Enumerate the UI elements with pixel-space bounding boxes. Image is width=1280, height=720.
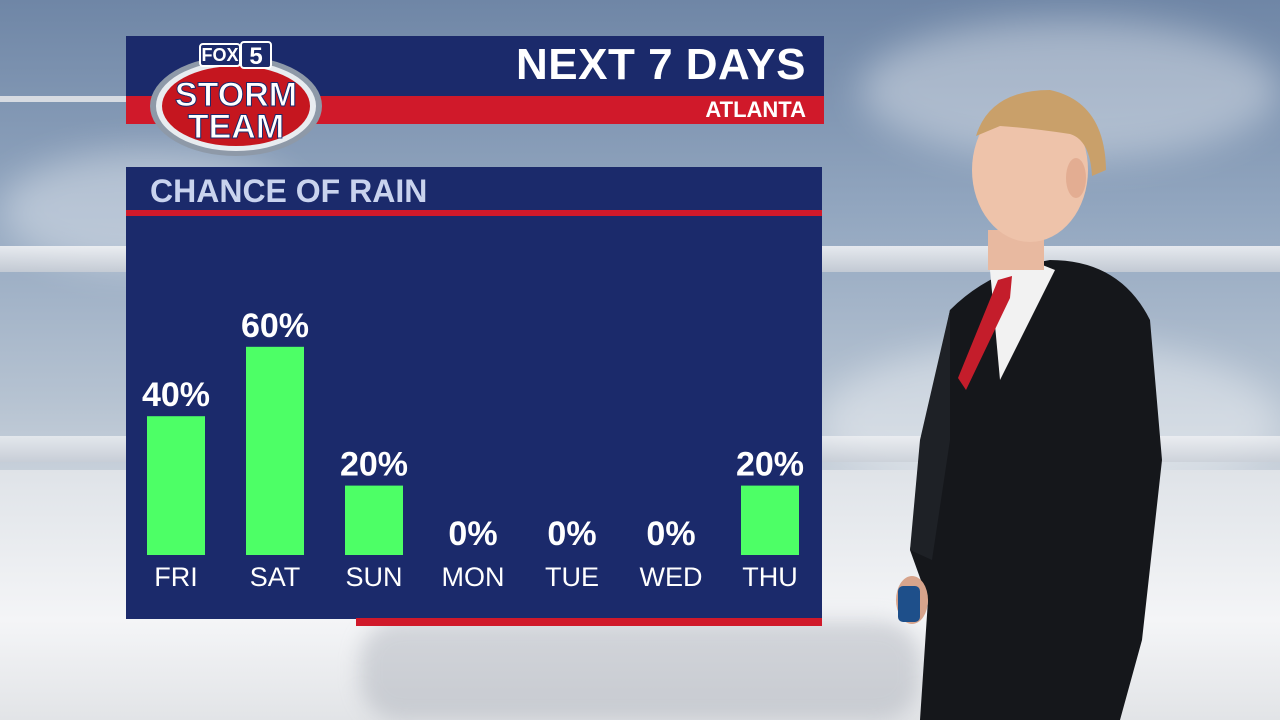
logo-line1-text: STORM <box>175 76 297 114</box>
logo-network-text: FOX <box>201 45 238 65</box>
category-label-thu: THU <box>742 562 798 592</box>
meteorologist <box>896 90 1162 720</box>
bar-thu <box>741 485 799 555</box>
location-label: ATLANTA <box>705 97 806 122</box>
page-title: NEXT 7 DAYS <box>516 40 806 89</box>
rain-chance-bar-chart: 40% FRI 60% SAT 20% SUN 0% MON 0% TUE 0% WED 20% THU <box>142 307 804 592</box>
fox5-storm-team-logo: FOX 5 STORM TEAM <box>150 41 322 156</box>
chart-panel: CHANCE OF RAIN 40% FRI 60% SAT 20% SUN 0% MON 0%… <box>126 167 822 619</box>
floor-shadow <box>360 620 920 720</box>
value-label-thu: 20% <box>736 446 804 484</box>
category-label-sat: SAT <box>250 562 301 592</box>
value-label-sun: 20% <box>340 446 408 484</box>
category-label-tue: TUE <box>545 562 599 592</box>
chart-title-underline <box>126 210 822 216</box>
logo-channel-text: 5 <box>249 43 262 70</box>
category-label-fri: FRI <box>154 562 198 592</box>
category-label-sun: SUN <box>345 562 402 592</box>
value-label-sat: 60% <box>241 307 309 345</box>
bar-fri <box>147 416 205 555</box>
logo-line2-text: TEAM <box>188 108 284 146</box>
bar-sun <box>345 485 403 555</box>
chart-bottom-accent <box>356 618 822 626</box>
header-accent-line <box>0 96 160 102</box>
value-label-wed: 0% <box>646 515 695 553</box>
chart-title: CHANCE OF RAIN <box>150 173 428 209</box>
value-label-tue: 0% <box>547 515 596 553</box>
category-label-mon: MON <box>442 562 505 592</box>
bar-sat <box>246 346 304 555</box>
category-label-wed: WED <box>640 562 703 592</box>
value-label-fri: 40% <box>142 376 210 414</box>
value-label-mon: 0% <box>448 515 497 553</box>
